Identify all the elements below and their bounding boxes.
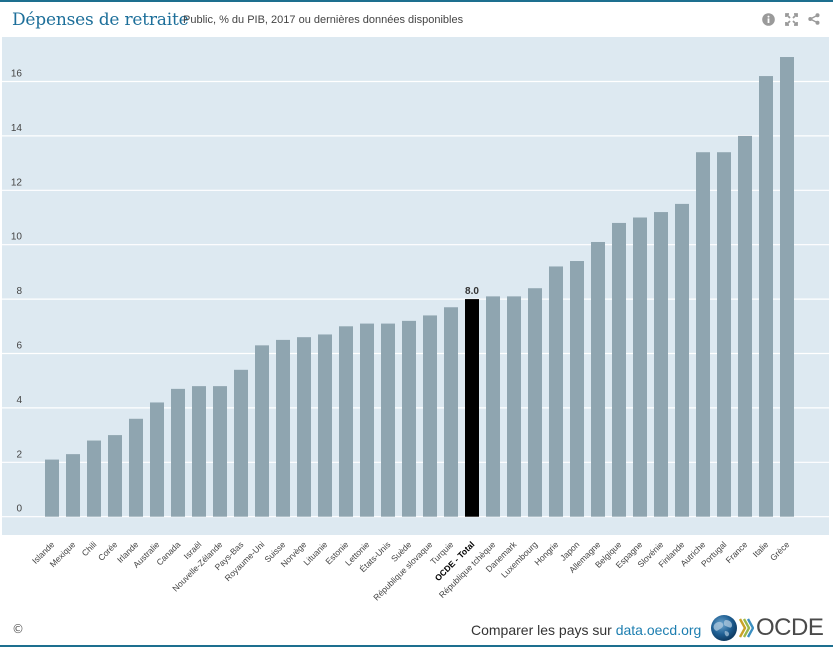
y-tick-label: 6: [16, 341, 22, 352]
y-tick-label: 4: [16, 395, 22, 406]
y-tick-label: 2: [16, 449, 22, 460]
oecd-logo[interactable]: OCDE: [710, 614, 824, 642]
share-icon[interactable]: [807, 12, 821, 26]
y-axis-ticks: 0 2 4 6 8 10 12 14 16: [11, 69, 23, 515]
expand-icon[interactable]: [784, 12, 798, 26]
annotations: 8.0: [465, 286, 479, 297]
copyright-link[interactable]: ©: [12, 622, 24, 636]
bar[interactable]: [276, 339, 290, 517]
bar[interactable]: [570, 261, 584, 517]
bar[interactable]: [171, 388, 185, 517]
bar[interactable]: [66, 454, 80, 517]
bar[interactable]: [150, 402, 164, 517]
y-tick-label: 14: [11, 123, 23, 134]
bar[interactable]: [633, 217, 647, 517]
info-icon[interactable]: [761, 12, 775, 26]
header-toolbar: [761, 12, 821, 26]
bar[interactable]: [192, 386, 206, 517]
bar[interactable]: [486, 296, 500, 517]
data-oecd-link[interactable]: data.oecd.org: [615, 622, 702, 638]
bar[interactable]: [381, 323, 395, 517]
bar[interactable]: [234, 369, 248, 517]
bar[interactable]: [507, 296, 521, 517]
x-tick-label: Grèce: [768, 539, 792, 563]
chart-header: Dépenses de retraite Public, % du PIB, 2…: [0, 2, 833, 36]
bar[interactable]: [654, 212, 668, 517]
chart-title: Dépenses de retraite: [12, 10, 189, 30]
bar[interactable]: [108, 435, 122, 517]
x-tick-label: Hongrie: [532, 539, 560, 567]
y-tick-label: 0: [16, 504, 22, 515]
y-tick-label: 16: [11, 69, 23, 80]
compare-text: Comparer les pays sur: [471, 622, 616, 638]
bar[interactable]: [675, 203, 689, 517]
chevrons-icon: [738, 618, 754, 638]
bar[interactable]: [360, 323, 374, 517]
oecd-logo-text: OCDE: [756, 614, 824, 641]
bar[interactable]: [423, 315, 437, 517]
bar[interactable]: [87, 440, 101, 517]
bar[interactable]: [402, 320, 416, 517]
bar[interactable]: [444, 307, 458, 517]
bars: [45, 57, 794, 517]
bottom-border: [0, 645, 833, 647]
bar[interactable]: [549, 266, 563, 517]
bar[interactable]: [759, 76, 773, 517]
y-tick-label: 12: [11, 177, 23, 188]
bar[interactable]: [129, 418, 143, 517]
x-tick-label: Canada: [154, 539, 182, 567]
bar[interactable]: [780, 57, 794, 517]
bar[interactable]: [339, 326, 353, 517]
x-tick-label: France: [724, 539, 750, 565]
x-tick-label: Lituanie: [301, 539, 329, 567]
bar[interactable]: [45, 459, 59, 517]
bar[interactable]: [213, 386, 227, 517]
bar[interactable]: [318, 334, 332, 517]
bar[interactable]: [255, 345, 269, 517]
globe-icon: [711, 615, 737, 641]
bar[interactable]: [591, 241, 605, 517]
bar[interactable]: [717, 152, 731, 517]
bar-oecd-total[interactable]: [465, 299, 479, 517]
data-label-oecd-total: 8.0: [465, 286, 479, 297]
bar[interactable]: [696, 152, 710, 517]
compare-countries: Comparer les pays sur data.oecd.org: [471, 622, 701, 638]
chart-subtitle: Public, % du PIB, 2017 ou dernières donn…: [183, 14, 464, 26]
y-tick-label: 10: [11, 232, 23, 243]
bar[interactable]: [297, 337, 311, 517]
bar[interactable]: [738, 135, 752, 517]
y-tick-label: 8: [16, 286, 22, 297]
bar[interactable]: [612, 222, 626, 517]
top-border: [0, 0, 833, 2]
bar[interactable]: [528, 288, 542, 517]
